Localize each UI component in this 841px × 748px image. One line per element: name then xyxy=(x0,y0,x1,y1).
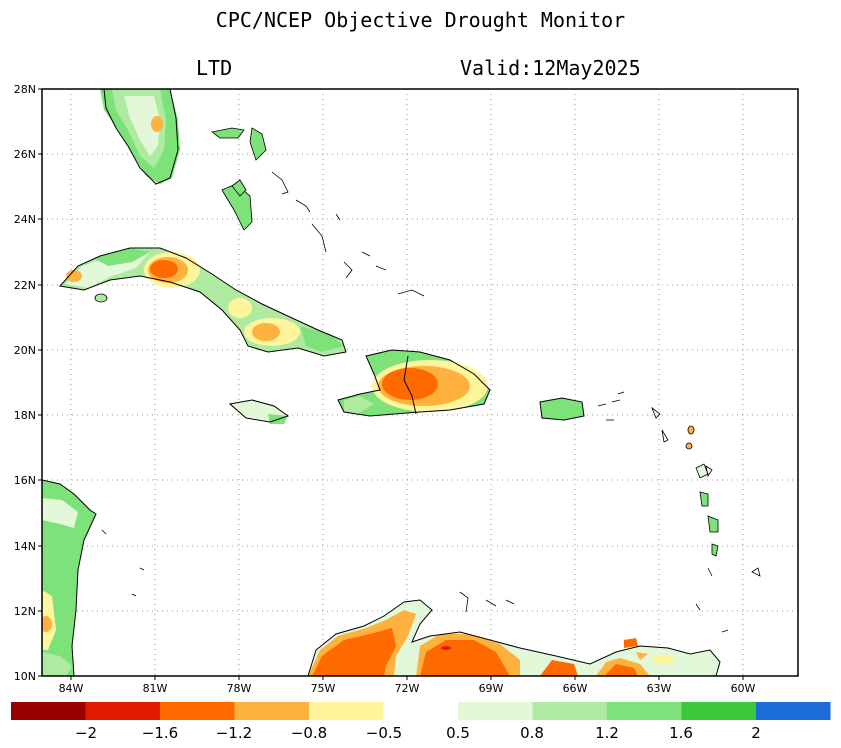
region-florida xyxy=(100,89,180,185)
legend-swatch xyxy=(234,702,309,720)
region-lesser-antilles xyxy=(651,406,761,633)
lat-tick-label: 18N xyxy=(14,409,36,422)
legend-label: 0.5 xyxy=(446,724,470,742)
map-frame xyxy=(41,88,799,677)
legend-label: 2 xyxy=(751,724,761,742)
region-central-america xyxy=(42,479,145,676)
region-cuba xyxy=(59,247,347,357)
legend-label: 1.2 xyxy=(595,724,619,742)
virgin-islands xyxy=(597,391,625,421)
lon-tick-label: 69W xyxy=(479,682,504,695)
lon-axis xyxy=(70,676,744,680)
index-label: LTD xyxy=(196,56,233,80)
legend-label: −0.8 xyxy=(291,724,327,742)
lat-tick-label: 16N xyxy=(14,474,36,487)
map-title: CPC/NCEP Objective Drought Monitor xyxy=(215,8,626,32)
lon-tick-label: 63W xyxy=(647,682,672,695)
lat-tick-label: 20N xyxy=(14,344,36,357)
legend-swatch xyxy=(85,702,160,720)
lon-tick-label: 72W xyxy=(395,682,420,695)
lat-tick-label: 12N xyxy=(14,605,36,618)
legend-swatch xyxy=(11,702,86,720)
region-south-america xyxy=(307,591,721,676)
legend-label: −0.5 xyxy=(366,724,402,742)
legend-swatch xyxy=(309,702,384,720)
lat-tick-label: 28N xyxy=(14,83,36,96)
lat-tick-label: 24N xyxy=(14,213,36,226)
legend-label: 0.8 xyxy=(520,724,544,742)
lat-tick-label: 22N xyxy=(14,279,36,292)
lat-tick-label: 10N xyxy=(14,670,36,683)
lon-tick-label: 81W xyxy=(143,682,168,695)
legend-swatch xyxy=(756,702,831,720)
legend-swatch xyxy=(607,702,682,720)
valid-date: Valid:12May2025 xyxy=(460,56,641,80)
legend-swatch xyxy=(681,702,756,720)
lat-tick-label: 14N xyxy=(14,540,36,553)
legend-swatch xyxy=(458,702,533,720)
region-puerto-rico xyxy=(539,397,585,421)
bahamas-small-islands xyxy=(271,171,425,297)
lon-tick-label: 75W xyxy=(311,682,336,695)
lon-tick-label: 60W xyxy=(731,682,756,695)
lon-tick-label: 84W xyxy=(59,682,84,695)
gridlines xyxy=(42,89,798,676)
legend-label: −1.2 xyxy=(216,724,252,742)
lat-tick-label: 26N xyxy=(14,148,36,161)
region-bahamas xyxy=(211,127,267,231)
lon-tick-label: 78W xyxy=(227,682,252,695)
lat-axis xyxy=(38,88,42,677)
lon-tick-label: 66W xyxy=(563,682,588,695)
legend-swatch xyxy=(532,702,607,720)
legend-swatch xyxy=(160,702,235,720)
legend-colorbar xyxy=(11,702,831,720)
legend-label: 1.6 xyxy=(669,724,693,742)
region-jamaica xyxy=(228,399,290,424)
legend-label: −1.6 xyxy=(142,724,178,742)
region-hispaniola xyxy=(337,349,491,417)
legend-label: −2 xyxy=(75,724,97,742)
legend-swatch xyxy=(383,702,458,720)
